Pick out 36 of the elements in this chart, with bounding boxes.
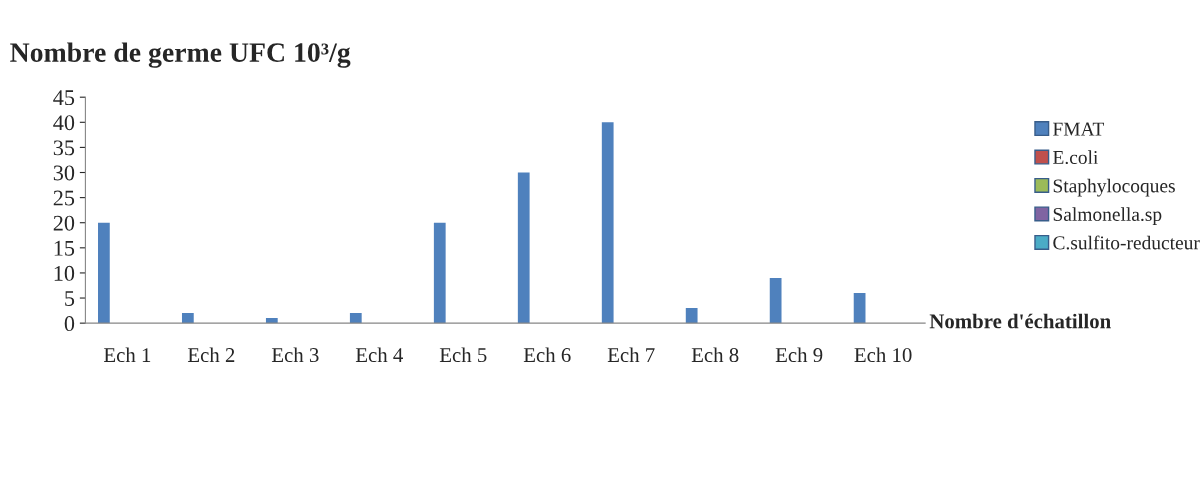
x-tick-label: Ech 10 bbox=[854, 347, 912, 363]
x-tick-label: Ech 6 bbox=[523, 347, 571, 363]
bar bbox=[181, 313, 194, 324]
legend-label: Salmonella.sp bbox=[1053, 207, 1162, 225]
y-tick-label: 30 bbox=[53, 165, 75, 181]
x-axis-title: Nombre d'échatillon bbox=[929, 313, 1111, 329]
bar bbox=[601, 122, 614, 324]
x-tick-label: Ech 7 bbox=[607, 347, 655, 363]
y-tick-label: 15 bbox=[54, 240, 75, 256]
y-tick-label: 5 bbox=[65, 291, 75, 306]
y-tick-label: 0 bbox=[64, 316, 75, 332]
legend-label: Staphylocoques bbox=[1053, 178, 1175, 197]
x-tick-label: Ech 8 bbox=[691, 347, 739, 363]
bar bbox=[98, 222, 110, 324]
legend-label: FMAT bbox=[1053, 122, 1105, 136]
y-tick-label: 40 bbox=[53, 115, 75, 131]
y-tick-label: 25 bbox=[53, 190, 75, 206]
x-tick-label: Ech 9 bbox=[775, 347, 823, 363]
legend-label: E.coli bbox=[1053, 150, 1098, 165]
bar bbox=[853, 293, 866, 324]
y-tick-label: 45 bbox=[53, 90, 75, 106]
x-tick-label: Ech 1 bbox=[103, 347, 151, 363]
x-tick-label: Ech 4 bbox=[355, 347, 403, 363]
x-tick-label: Ech 2 bbox=[187, 347, 235, 363]
legend-label: C.sulfito-reducteur bbox=[1053, 235, 1200, 250]
bar bbox=[349, 313, 362, 324]
y-tick-label: 35 bbox=[53, 140, 75, 156]
y-tick-label: 20 bbox=[53, 215, 75, 231]
x-tick-label: Ech 3 bbox=[271, 347, 319, 363]
y-tick-label: 10 bbox=[54, 265, 75, 281]
bar bbox=[769, 277, 782, 324]
bar bbox=[685, 308, 698, 324]
chart-title: Nombre de germe UFC 10³/g bbox=[10, 42, 351, 68]
bar bbox=[517, 172, 530, 324]
x-tick-label: Ech 5 bbox=[439, 347, 487, 363]
bar bbox=[433, 222, 446, 324]
